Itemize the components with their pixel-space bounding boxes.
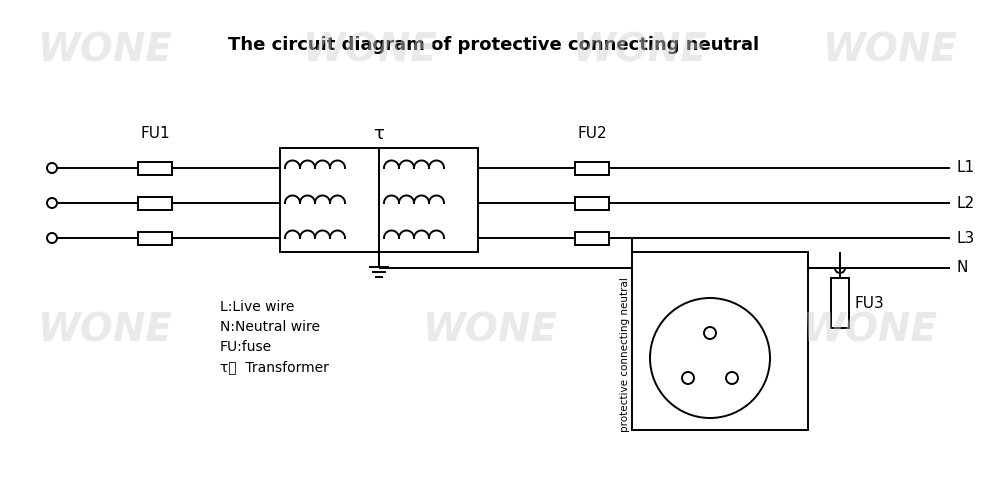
Text: FU1: FU1	[140, 126, 170, 141]
Circle shape	[726, 372, 738, 384]
Circle shape	[47, 163, 57, 173]
Text: L:Live wire: L:Live wire	[220, 300, 294, 314]
Bar	[280, 148, 477, 252]
Text: WONE: WONE	[37, 31, 173, 69]
Text: τ: τ	[373, 125, 385, 143]
Circle shape	[681, 372, 693, 384]
Text: N: N	[956, 261, 967, 275]
Text: WONE: WONE	[802, 311, 937, 349]
Text: The circuit diagram of protective connecting neutral: The circuit diagram of protective connec…	[228, 36, 758, 54]
Text: WONE: WONE	[37, 311, 173, 349]
Text: WONE: WONE	[821, 31, 956, 69]
Circle shape	[47, 233, 57, 243]
Text: L3: L3	[956, 230, 974, 246]
Bar	[138, 231, 172, 245]
Text: WONE: WONE	[303, 31, 437, 69]
Bar	[830, 278, 848, 328]
Bar	[575, 196, 608, 209]
Bar	[138, 196, 172, 209]
Circle shape	[703, 327, 715, 339]
Text: τ：  Transformer: τ： Transformer	[220, 360, 328, 374]
Circle shape	[650, 298, 769, 418]
Text: N:Neutral wire: N:Neutral wire	[220, 320, 319, 334]
Text: FU3: FU3	[853, 295, 882, 311]
Bar	[575, 162, 608, 174]
Text: WONE: WONE	[422, 311, 557, 349]
Text: FU2: FU2	[577, 126, 606, 141]
Text: FU:fuse: FU:fuse	[220, 340, 272, 354]
Bar	[138, 162, 172, 174]
Text: L2: L2	[956, 196, 974, 210]
Text: protective connecting neutral: protective connecting neutral	[619, 278, 629, 433]
Circle shape	[47, 198, 57, 208]
Bar	[575, 231, 608, 245]
Text: L1: L1	[956, 161, 974, 175]
Bar	[631, 252, 808, 430]
Text: WONE: WONE	[572, 31, 707, 69]
